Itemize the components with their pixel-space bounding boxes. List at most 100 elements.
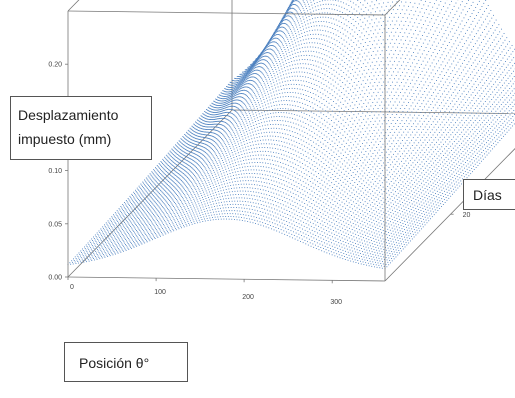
surface-point <box>449 129 451 131</box>
surface-point <box>444 75 445 76</box>
surface-point <box>419 67 420 68</box>
surface-point <box>456 101 458 102</box>
surface-point <box>334 23 335 25</box>
surface-point <box>262 52 263 53</box>
surface-point <box>453 5 455 7</box>
surface-point <box>229 94 231 96</box>
surface-point <box>417 70 419 72</box>
surface-point <box>245 75 247 77</box>
surface-point <box>270 37 272 39</box>
surface-point <box>498 40 500 42</box>
surface-point <box>212 123 214 125</box>
surface-point <box>239 80 241 82</box>
surface-point <box>290 16 292 18</box>
surface-point <box>479 44 481 46</box>
surface-point <box>260 62 262 64</box>
surface-point <box>405 82 407 84</box>
surface-point <box>233 86 235 88</box>
surface-point <box>286 30 288 32</box>
surface-point <box>439 105 441 106</box>
surface-point <box>489 60 491 62</box>
surface-point <box>468 91 469 93</box>
surface-point <box>280 26 282 28</box>
surface-point <box>418 83 420 85</box>
surface-point <box>278 25 280 27</box>
surface-point <box>472 143 474 145</box>
surface-point <box>486 33 488 35</box>
surface-point <box>409 40 411 42</box>
surface-point <box>254 64 255 65</box>
surface-point <box>247 68 249 70</box>
surface-point <box>488 130 489 132</box>
surface-point <box>205 111 206 113</box>
surface-point <box>242 84 244 86</box>
surface-point <box>492 119 494 121</box>
surface-point <box>508 83 510 84</box>
surface-point <box>204 134 206 136</box>
surface-point <box>215 112 217 113</box>
surface-point <box>483 140 485 142</box>
surface-point <box>249 69 250 71</box>
surface-point <box>196 129 198 131</box>
surface-point <box>455 127 457 128</box>
surface-point <box>435 110 437 112</box>
surface-point <box>489 54 490 55</box>
surface-point <box>295 10 297 12</box>
surface-point <box>171 152 173 154</box>
surface-point <box>172 154 174 155</box>
surface-point <box>307 23 309 25</box>
surface-point <box>223 90 225 92</box>
surface-point <box>429 2 431 3</box>
surface-point <box>422 123 423 125</box>
surface-point <box>343 23 345 25</box>
surface-point <box>193 123 195 125</box>
surface-point <box>201 128 203 130</box>
surface-point <box>316 25 318 27</box>
surface-point <box>366 20 368 22</box>
surface-point <box>415 56 417 57</box>
surface-point <box>491 115 493 117</box>
surface-point <box>271 35 273 37</box>
surface-point <box>449 31 451 33</box>
surface-point <box>480 67 481 69</box>
surface-point <box>283 15 285 17</box>
surface-point <box>437 121 439 123</box>
surface-point <box>426 54 428 56</box>
surface-point <box>235 89 237 91</box>
surface-point <box>490 121 492 123</box>
surface-point <box>272 41 273 43</box>
surface-point <box>281 20 283 22</box>
surface-point <box>424 39 426 41</box>
surface-point <box>471 71 473 73</box>
surface-point <box>477 165 479 166</box>
surface-point <box>418 99 420 101</box>
surface-point <box>471 129 473 131</box>
surface-point <box>206 131 208 133</box>
surface-point <box>300 12 302 13</box>
surface-point <box>293 14 295 16</box>
surface-point <box>328 8 330 10</box>
surface-point <box>477 47 479 49</box>
surface-point <box>447 7 449 9</box>
surface-point <box>398 95 400 97</box>
surface-point <box>311 26 312 27</box>
surface-point <box>208 126 210 128</box>
surface-point <box>249 67 251 69</box>
surface-point <box>206 121 208 123</box>
surface-point <box>325 3 327 5</box>
surface-point <box>225 105 227 107</box>
surface-point <box>493 113 495 114</box>
surface-point <box>419 11 421 13</box>
surface-point <box>280 20 282 22</box>
surface-point <box>394 24 396 26</box>
surface-point <box>184 134 186 135</box>
surface-point <box>392 28 394 29</box>
surface-point <box>506 37 508 39</box>
surface-point <box>506 122 508 124</box>
surface-point <box>280 35 282 37</box>
surface-point <box>213 114 215 116</box>
surface-point <box>443 6 444 7</box>
surface-point <box>483 21 484 23</box>
surface-point <box>256 59 258 61</box>
surface-point <box>250 64 251 66</box>
